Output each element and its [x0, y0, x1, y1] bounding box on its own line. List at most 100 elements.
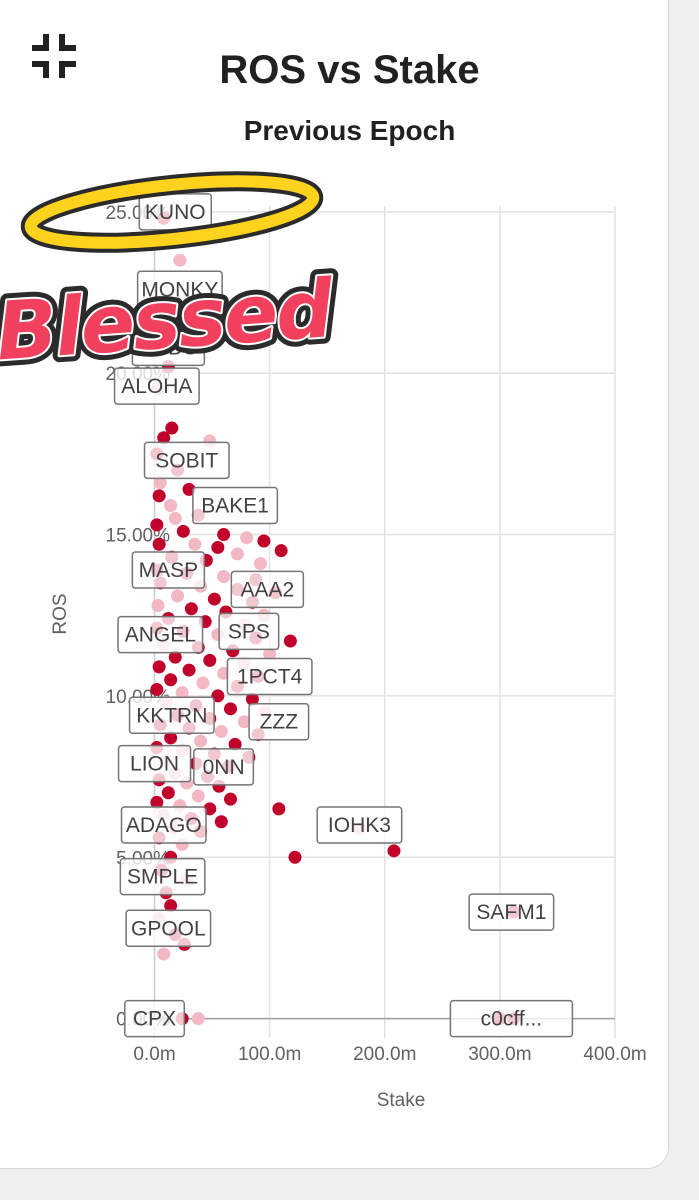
- data-point[interactable]: [176, 524, 190, 538]
- data-point[interactable]: [257, 534, 271, 548]
- data-point[interactable]: [217, 570, 231, 583]
- pool-label-box: [117, 615, 204, 654]
- pool-label-box: [230, 570, 305, 609]
- pool-label-text: SPS: [228, 620, 270, 643]
- data-point[interactable]: [153, 476, 167, 490]
- x-axis-label: Stake: [377, 1090, 426, 1111]
- data-point[interactable]: [152, 660, 166, 674]
- data-point[interactable]: [191, 1012, 205, 1026]
- pool-label[interactable]: ANGEL: [117, 615, 204, 654]
- pool-label[interactable]: CPX: [124, 999, 186, 1038]
- pool-label-box: [124, 999, 186, 1038]
- pool-label-box: [449, 999, 574, 1038]
- pool-label-box: [117, 744, 192, 783]
- data-point[interactable]: [230, 547, 244, 561]
- data-point[interactable]: [196, 676, 210, 690]
- pool-label[interactable]: AAA2: [230, 570, 305, 609]
- pool-label-box: [131, 551, 206, 589]
- data-point[interactable]: [164, 499, 178, 512]
- pool-label[interactable]: ZZZ: [248, 702, 310, 741]
- chart-subtitle: Previous Epoch: [243, 115, 456, 146]
- pool-label-box: [468, 893, 555, 931]
- data-point[interactable]: [157, 431, 171, 445]
- x-tick-label: 100.0m: [238, 1044, 301, 1065]
- data-point[interactable]: [157, 947, 171, 961]
- data-point[interactable]: [184, 602, 198, 616]
- pool-label[interactable]: SOBIT: [143, 441, 230, 480]
- data-point[interactable]: [173, 253, 187, 267]
- pool-label[interactable]: SPS: [218, 612, 280, 651]
- x-tick-label: 200.0m: [353, 1044, 416, 1065]
- pool-label-text: AAA2: [240, 578, 294, 601]
- pool-label[interactable]: GPOOL: [125, 909, 212, 948]
- data-point[interactable]: [387, 844, 401, 858]
- pool-label[interactable]: c0cff...: [449, 999, 574, 1038]
- data-point[interactable]: [191, 789, 205, 803]
- collapse-icon[interactable]: [28, 30, 80, 82]
- data-point[interactable]: [214, 815, 228, 829]
- data-point[interactable]: [283, 634, 297, 648]
- data-point[interactable]: [164, 731, 178, 745]
- data-point[interactable]: [217, 528, 231, 542]
- pool-label-text: c0cff...: [481, 1008, 542, 1031]
- data-point[interactable]: [168, 511, 182, 525]
- data-point[interactable]: [182, 663, 196, 677]
- data-point[interactable]: [245, 692, 259, 706]
- blessed-text-fill: Blessed: [0, 262, 337, 378]
- pool-label[interactable]: SMPLE: [119, 857, 206, 896]
- data-point[interactable]: [228, 737, 242, 751]
- pool-label-box: [192, 486, 279, 525]
- data-point[interactable]: [171, 589, 185, 603]
- pool-label[interactable]: 0NN: [193, 748, 255, 786]
- data-point[interactable]: [224, 702, 238, 716]
- data-point[interactable]: [150, 518, 164, 532]
- data-point[interactable]: [263, 647, 277, 661]
- data-point[interactable]: [211, 540, 225, 554]
- data-point[interactable]: [164, 673, 178, 687]
- data-point[interactable]: [207, 592, 221, 606]
- data-point[interactable]: [240, 531, 254, 545]
- data-point[interactable]: [274, 544, 288, 558]
- pool-label-box: [248, 702, 310, 741]
- pool-label-box: [120, 806, 207, 844]
- pool-label[interactable]: IOHK3: [316, 806, 403, 844]
- pool-label-box: [131, 328, 206, 367]
- pool-label[interactable]: ALOHA: [113, 367, 200, 405]
- pool-label[interactable]: MONKY: [136, 270, 223, 309]
- pool-label-text: MASP: [139, 559, 199, 582]
- pool-label-text: ZZZ: [260, 711, 299, 734]
- data-point[interactable]: [168, 650, 182, 664]
- data-point[interactable]: [164, 899, 178, 913]
- data-point[interactable]: [272, 802, 286, 816]
- x-tick-label: 400.0m: [583, 1044, 646, 1065]
- pool-label-box: [119, 857, 206, 896]
- pool-label[interactable]: SAFM1: [468, 893, 555, 931]
- pool-label-box: [218, 612, 280, 651]
- pool-label[interactable]: BAKE1: [192, 486, 279, 525]
- data-point[interactable]: [175, 686, 189, 700]
- data-point[interactable]: [151, 599, 165, 613]
- pool-label-box: [226, 657, 313, 696]
- data-point[interactable]: [165, 421, 179, 435]
- data-point[interactable]: [224, 792, 238, 806]
- pool-label[interactable]: KUNO: [138, 193, 213, 231]
- pool-label[interactable]: MASP: [131, 551, 206, 589]
- data-point[interactable]: [150, 795, 164, 809]
- data-point[interactable]: [161, 786, 175, 800]
- data-point[interactable]: [203, 653, 217, 667]
- data-point[interactable]: [152, 537, 166, 551]
- data-point[interactable]: [150, 682, 164, 696]
- data-point[interactable]: [253, 557, 267, 571]
- data-point[interactable]: [152, 489, 166, 503]
- pool-label[interactable]: KKTRN: [128, 696, 215, 735]
- data-point[interactable]: [288, 850, 302, 864]
- pool-label-box: [136, 270, 223, 309]
- data-point[interactable]: [214, 724, 228, 738]
- data-point[interactable]: [237, 715, 251, 729]
- pool-label[interactable]: TODS: [131, 328, 206, 367]
- data-point[interactable]: [194, 734, 208, 748]
- pool-label[interactable]: 1PCT4: [226, 657, 313, 696]
- data-point[interactable]: [188, 537, 202, 551]
- pool-label[interactable]: ADAGO: [120, 806, 207, 844]
- pool-label[interactable]: LION: [117, 744, 192, 783]
